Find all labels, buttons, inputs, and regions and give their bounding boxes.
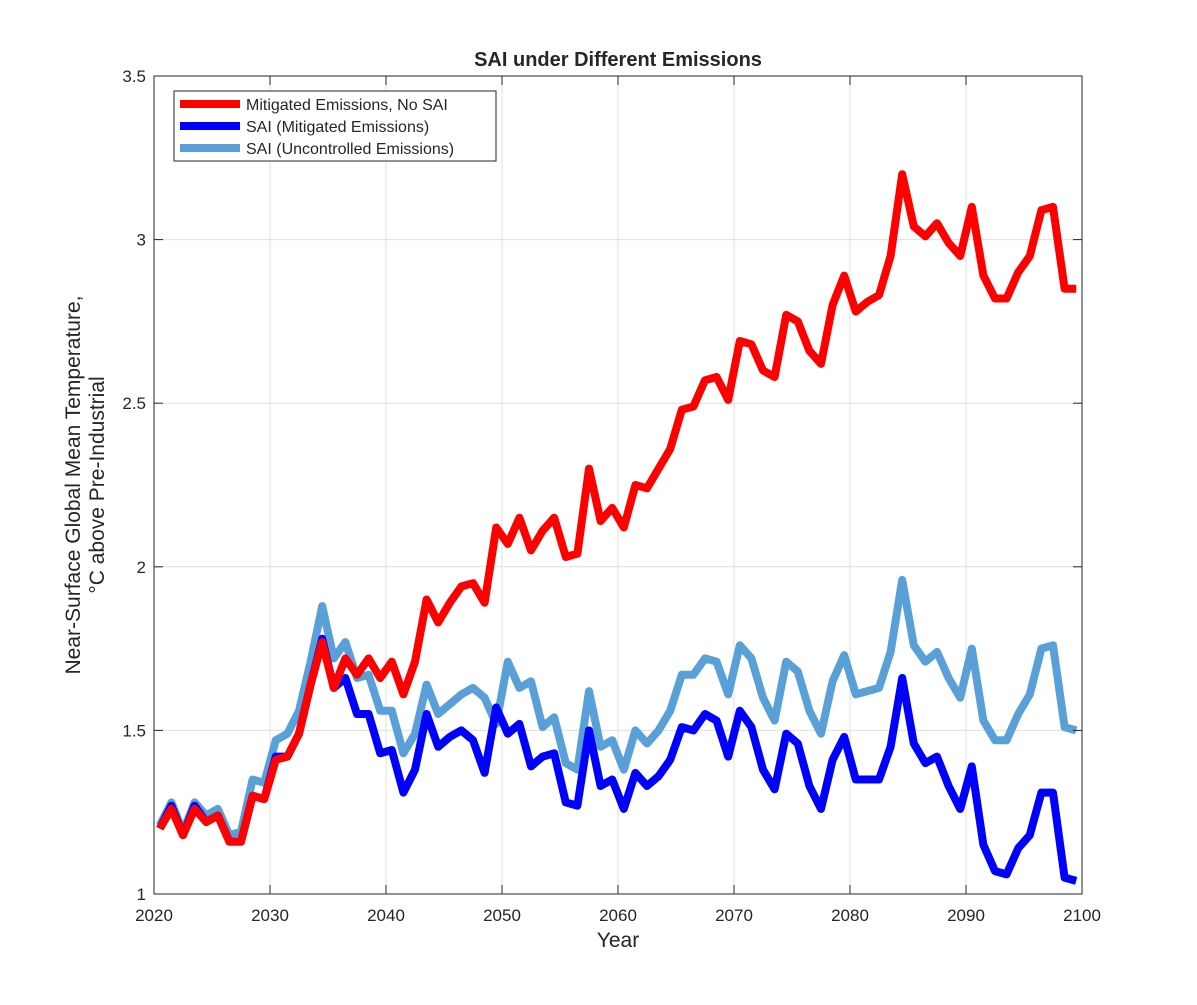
x-tick-label: 2090	[947, 906, 985, 925]
legend-label-sai-uncontrolled: SAI (Uncontrolled Emissions)	[246, 141, 454, 158]
x-tick-label: 2020	[135, 906, 173, 925]
y-tick-label: 1.5	[122, 721, 146, 740]
legend-label-mitigated-no-sai: Mitigated Emissions, No SAI	[246, 97, 448, 114]
chart-title: SAI under Different Emissions	[474, 49, 762, 71]
y-tick-label: 3.5	[122, 67, 146, 86]
x-tick-labels: 2020 2030 2040 2050 2060 2070 2080 2090 2100	[135, 906, 1101, 925]
x-axis-label: Year	[597, 929, 639, 952]
series-lines	[156, 170, 1078, 885]
x-tick-label: 2050	[483, 906, 521, 925]
x-tick-label: 2080	[831, 906, 869, 925]
ticks	[153, 75, 1083, 895]
y-tick-label: 3	[137, 231, 146, 250]
x-tick-label: 2060	[599, 906, 637, 925]
series-line-sai-uncontrolled	[156, 575, 1078, 840]
y-axis-label-line-1: Near-Surface Global Mean Temperature,	[62, 296, 85, 675]
legend: Mitigated Emissions, No SAI SAI (Mitigate…	[173, 90, 497, 162]
y-tick-label: 1	[137, 885, 146, 904]
x-tick-label: 2040	[367, 906, 405, 925]
y-axis-label-line-2: °C above Pre-Industrial	[86, 376, 109, 593]
y-tick-label: 2.5	[122, 394, 146, 413]
x-tick-label: 2030	[251, 906, 289, 925]
y-tick-label: 2	[137, 558, 146, 577]
x-tick-label: 2070	[715, 906, 753, 925]
legend-label-sai-mitigated: SAI (Mitigated Emissions)	[246, 119, 429, 136]
series-line-mitigated-no-sai	[156, 170, 1077, 846]
x-tick-label: 2100	[1063, 906, 1101, 925]
y-tick-labels: 1 1.5 2 2.5 3 3.5	[122, 67, 146, 904]
